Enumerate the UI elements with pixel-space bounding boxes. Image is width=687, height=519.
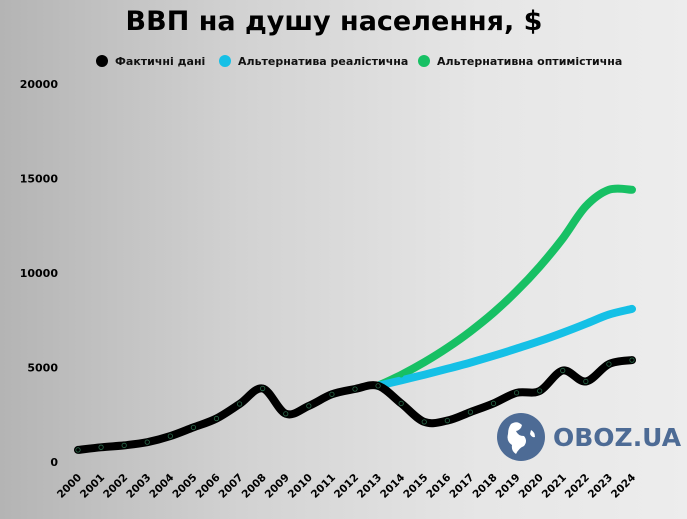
data-point-realistic <box>421 372 427 378</box>
data-point-actual <box>283 411 289 417</box>
data-point-optimistic <box>444 345 450 351</box>
data-point-optimistic <box>606 187 612 193</box>
x-tick-label: 2020 <box>517 472 546 501</box>
series-points <box>75 187 635 453</box>
data-point-actual <box>260 385 266 392</box>
data-point-realistic <box>444 366 450 372</box>
x-tick-label: 2004 <box>147 472 176 501</box>
x-tick-label: 2017 <box>447 472 476 501</box>
legend-item-actual: Фактичні дані <box>96 55 205 68</box>
x-tick-label: 2006 <box>193 472 222 501</box>
x-tick-label: 2001 <box>78 472 107 501</box>
data-point-actual <box>306 403 312 409</box>
data-point-realistic <box>560 330 566 336</box>
data-point-actual <box>421 419 427 425</box>
data-point-optimistic <box>490 310 497 316</box>
legend-marker-realistic <box>219 55 231 67</box>
x-tick-label: 2015 <box>401 472 430 501</box>
x-tick-label: 2019 <box>494 472 523 501</box>
data-point-actual <box>352 386 358 392</box>
data-point-actual <box>629 357 635 363</box>
y-tick-label: 10000 <box>20 267 59 280</box>
data-point-actual <box>537 388 543 394</box>
x-tick-label: 2008 <box>240 472 269 501</box>
data-point-actual <box>121 442 127 448</box>
data-point-optimistic <box>398 372 404 378</box>
data-point-realistic <box>537 338 543 344</box>
x-tick-label: 2011 <box>309 472 338 501</box>
x-axis: 2000200120022003200420052006200720082009… <box>55 472 638 501</box>
y-tick-label: 5000 <box>27 362 58 375</box>
x-tick-label: 2024 <box>609 472 638 501</box>
data-point-actual <box>213 415 220 422</box>
data-point-actual <box>444 418 450 424</box>
x-tick-label: 2000 <box>55 472 84 501</box>
data-point-actual <box>490 400 497 407</box>
data-point-optimistic <box>583 203 589 209</box>
legend-label-optimistic: Альтернативна оптимістична <box>437 55 622 68</box>
data-point-optimistic <box>560 235 566 242</box>
legend-marker-actual <box>96 55 108 67</box>
x-tick-label: 2009 <box>263 472 292 501</box>
data-point-actual <box>467 409 474 415</box>
data-point-actual <box>375 383 381 389</box>
data-point-realistic <box>583 321 589 327</box>
data-point-actual <box>606 361 612 367</box>
data-point-realistic <box>629 306 635 312</box>
data-point-optimistic <box>513 288 520 294</box>
legend-item-optimistic: Альтернативна оптимістична <box>418 55 622 68</box>
y-tick-label: 15000 <box>20 173 59 186</box>
watermark: OBOZ.UA <box>497 413 682 461</box>
y-axis: 0 5000 10000 15000 20000 <box>20 78 59 469</box>
x-tick-label: 2002 <box>101 472 130 501</box>
data-point-realistic <box>490 353 497 359</box>
x-tick-label: 2003 <box>124 472 153 501</box>
x-tick-label: 2018 <box>470 472 499 501</box>
x-tick-label: 2016 <box>424 472 453 501</box>
data-point-actual <box>398 400 404 407</box>
legend-label-actual: Фактичні дані <box>115 55 205 68</box>
y-tick-label: 0 <box>50 456 58 469</box>
data-point-optimistic <box>421 359 427 365</box>
data-point-realistic <box>513 345 520 352</box>
x-tick-label: 2023 <box>586 472 615 501</box>
data-point-actual <box>513 390 520 396</box>
x-tick-label: 2007 <box>217 472 246 501</box>
x-tick-label: 2014 <box>378 472 407 501</box>
data-point-realistic <box>467 359 474 366</box>
globe-icon-land <box>507 422 535 454</box>
x-tick-label: 2005 <box>170 472 199 501</box>
data-point-actual <box>98 444 104 450</box>
series-line-actual <box>74 356 636 454</box>
data-point-actual <box>144 439 150 445</box>
series-lines <box>74 184 636 454</box>
data-point-optimistic <box>537 263 543 270</box>
y-tick-label: 20000 <box>20 78 59 91</box>
legend-item-realistic: Альтернатива реалістична <box>219 55 408 68</box>
data-point-actual <box>236 401 243 407</box>
x-tick-label: 2012 <box>332 472 361 501</box>
data-point-realistic <box>606 311 612 318</box>
legend-marker-optimistic <box>418 55 430 67</box>
x-tick-label: 2021 <box>540 472 569 501</box>
data-point-actual <box>75 447 81 453</box>
data-point-optimistic <box>467 328 474 335</box>
watermark-text: OBOZ.UA <box>553 423 682 452</box>
x-tick-label: 2013 <box>355 472 384 501</box>
data-point-actual <box>560 367 566 374</box>
data-point-actual <box>167 433 173 439</box>
chart-title: ВВП на душу населення, $ <box>126 6 543 37</box>
data-point-actual <box>329 391 335 397</box>
x-tick-label: 2022 <box>563 472 592 501</box>
data-point-realistic <box>398 377 404 383</box>
data-point-optimistic <box>629 187 635 193</box>
data-point-actual <box>583 378 589 385</box>
data-point-actual <box>190 424 197 431</box>
x-tick-label: 2010 <box>286 472 315 501</box>
legend-label-realistic: Альтернатива реалістична <box>238 55 408 68</box>
legend: Фактичні дані Альтернатива реалістична А… <box>96 55 622 68</box>
